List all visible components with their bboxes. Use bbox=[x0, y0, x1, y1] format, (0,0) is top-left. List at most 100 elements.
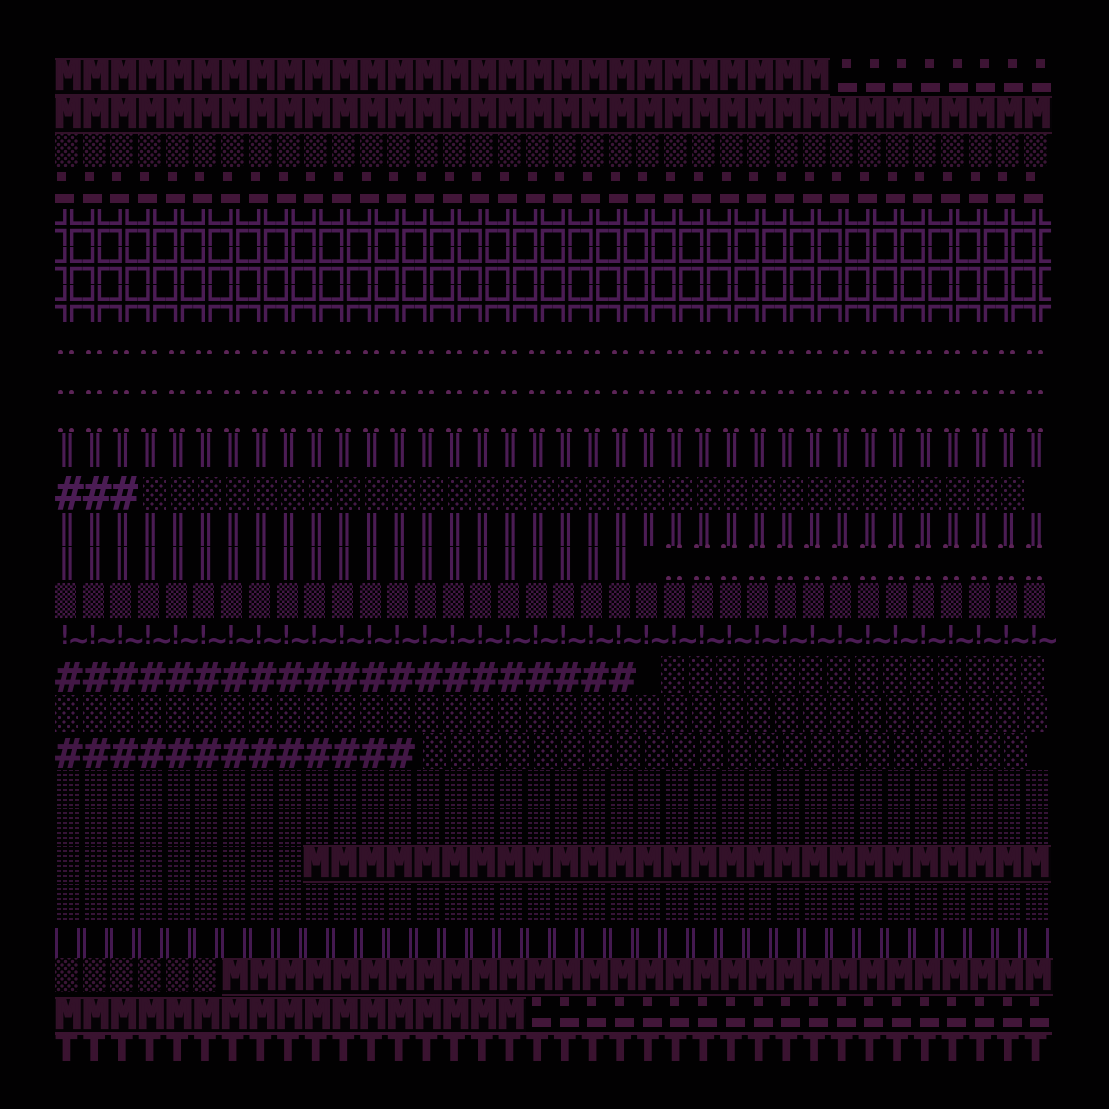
m-row-top-glyph: M bbox=[220, 58, 249, 96]
cross-row-3-glyph: ╬ bbox=[830, 285, 857, 322]
t-row-glyph: T bbox=[497, 1032, 522, 1061]
m-row-bottom-lower-glyph: M bbox=[248, 997, 277, 1035]
m-row-full-glyph: M bbox=[82, 96, 111, 134]
tilde-row-glyph: ~ bbox=[96, 629, 116, 651]
diamond-dot-blocks-full-block bbox=[664, 695, 688, 732]
double-bar-row-3-glyph: ║ bbox=[248, 547, 273, 580]
t-row-glyph: T bbox=[691, 1032, 716, 1061]
cross-row-3: ╬╬╬╬╬╬╬╬╬╬╬╬╬╬╬╬╬╬╬╬╬╬╬╬╬╬╬╬╬╬╬╬╬╬╬╬ bbox=[55, 285, 1052, 322]
fine-texture-row-4-block bbox=[82, 884, 109, 920]
exclamation-row-glyph: ! bbox=[832, 625, 848, 647]
cross-row-2-glyph: ╬ bbox=[941, 247, 968, 284]
square-dots-bottom-right-mark bbox=[835, 997, 863, 1007]
double-bar-row-3-glyph: ║ bbox=[414, 547, 440, 580]
dot-pair-right-2-mark bbox=[940, 572, 968, 580]
hash-row-short-glyph: # bbox=[193, 738, 222, 768]
fine-texture-row-2-block bbox=[885, 808, 912, 844]
diamond-dot-blocks-full-block bbox=[747, 695, 771, 732]
thin-bar-pairs-row-block bbox=[581, 928, 607, 958]
dot-pair-row-1-mark bbox=[193, 346, 221, 354]
diamond-dot-blocks-right-1-block bbox=[993, 656, 1017, 693]
thin-bar-pairs-row-block bbox=[276, 928, 302, 958]
dot-pair-row-1-mark bbox=[304, 346, 332, 354]
thin-bar-pairs-row-block bbox=[747, 928, 773, 958]
dot-pair-right-1-mark bbox=[1023, 540, 1051, 548]
dot-pair-row-2-mark bbox=[996, 386, 1024, 394]
diamond-dot-blocks-full bbox=[55, 695, 1052, 732]
cross-row-2-glyph: ╬ bbox=[774, 247, 802, 284]
square-dots-row-mark bbox=[55, 172, 83, 182]
diamond-dot-blocks-right-1-block bbox=[771, 656, 795, 693]
dot-pair-row-1-mark bbox=[443, 346, 471, 354]
exclamation-row-glyph: ! bbox=[444, 625, 461, 647]
chunky-dot-blocks-bottom-left-block bbox=[193, 958, 217, 992]
cross-row-1-glyph: ╬ bbox=[387, 209, 414, 246]
dot-pair-right-2 bbox=[663, 572, 1051, 580]
m-row-bottom-upper-glyph: M bbox=[222, 958, 250, 996]
square-dots-row-mark bbox=[941, 172, 969, 182]
square-dots-bottom-right-mark bbox=[724, 997, 752, 1007]
square-dots-top-right-mark bbox=[868, 59, 896, 69]
hash-row-long-glyph: # bbox=[165, 662, 194, 692]
dashes-row-mark bbox=[996, 194, 1024, 204]
dot-pair-row-3-mark bbox=[221, 424, 249, 432]
m-row-full: MMMMMMMMMMMMMMMMMMMMMMMMMMMMMMMMMMMM bbox=[55, 96, 1052, 134]
m-row-full-glyph: M bbox=[995, 96, 1024, 134]
hash-row-long-glyph: # bbox=[442, 662, 471, 692]
cross-row-1-glyph: ╬ bbox=[525, 209, 553, 246]
cross-row-3-glyph: ╬ bbox=[747, 285, 774, 322]
exclamation-row-glyph: ! bbox=[887, 625, 904, 647]
fine-texture-row-4-block bbox=[304, 884, 331, 920]
dashes-row-mark bbox=[193, 194, 221, 204]
double-bar-row-1-glyph: ║ bbox=[581, 433, 606, 467]
diamond-dot-blocks-full-block bbox=[885, 695, 909, 732]
cross-row-2-glyph: ╬ bbox=[857, 247, 885, 284]
m-row-bottom-lower-glyph: M bbox=[82, 997, 111, 1035]
dashes-row-mark bbox=[55, 194, 83, 204]
m-row-bottom-lower-glyph: M bbox=[497, 997, 526, 1035]
cross-row-2-glyph: ╬ bbox=[110, 247, 137, 284]
t-row-glyph: T bbox=[525, 1032, 550, 1061]
m-row-overlay-glyph: M bbox=[357, 845, 386, 883]
fine-texture-row-2-block bbox=[331, 808, 358, 844]
exclamation-row-glyph: ! bbox=[57, 625, 73, 647]
dashes-bottom-right-mark bbox=[670, 1018, 698, 1028]
cross-row-3-glyph: ╬ bbox=[498, 285, 525, 322]
square-dots-top-right-mark bbox=[1034, 59, 1062, 69]
thin-bar-pairs-row-block bbox=[387, 928, 413, 958]
dot-pair-row-2-mark bbox=[720, 386, 748, 394]
fine-texture-row-1-block bbox=[691, 770, 718, 806]
diamond-dot-blocks-full-block bbox=[470, 695, 494, 732]
m-row-bottom-lower-glyph: M bbox=[303, 997, 332, 1035]
diamond-dot-blocks-full-block bbox=[387, 695, 411, 732]
dot-pair-row-1-mark bbox=[249, 346, 277, 354]
dot-pair-row-1-mark bbox=[886, 346, 914, 354]
fine-texture-row-1-block bbox=[885, 770, 912, 806]
m-row-overlay-glyph: M bbox=[579, 845, 608, 883]
dense-blocks-row-block bbox=[470, 583, 492, 618]
m-row-bottom-upper-glyph: M bbox=[913, 958, 942, 996]
m-row-overlay-glyph: M bbox=[773, 845, 802, 883]
dot-pair-row-3-mark bbox=[803, 424, 831, 432]
diamond-dot-blocks-full-block bbox=[276, 695, 300, 732]
fine-texture-row-4-block bbox=[525, 884, 552, 920]
dense-blocks-row-block bbox=[968, 583, 990, 618]
dot-pair-row-3-mark bbox=[747, 424, 775, 432]
diamond-dot-blocks-mid-block bbox=[170, 477, 194, 511]
hash-row-long-glyph: # bbox=[331, 662, 360, 692]
fine-texture-row-1-block bbox=[304, 770, 331, 806]
m-row-bottom-lower-glyph: M bbox=[331, 997, 360, 1035]
cross-row-1-glyph: ╬ bbox=[110, 209, 137, 246]
dot-pair-row-1-mark bbox=[360, 346, 388, 354]
t-row-glyph: T bbox=[137, 1032, 162, 1061]
square-dots-row-mark bbox=[830, 172, 858, 182]
cross-row-3-glyph: ╬ bbox=[581, 285, 608, 322]
m-row-top-glyph: M bbox=[55, 58, 83, 96]
m-row-bottom-upper-glyph: M bbox=[387, 958, 416, 996]
diamond-dot-blocks-mid-block bbox=[419, 477, 443, 511]
fine-texture-row-1-block bbox=[82, 770, 109, 806]
fine-texture-row-2-block bbox=[857, 808, 884, 844]
diamond-dot-blocks-full-block bbox=[913, 695, 937, 732]
m-row-overlay-glyph: M bbox=[634, 845, 663, 883]
dashes-top-right-mark bbox=[921, 83, 949, 93]
